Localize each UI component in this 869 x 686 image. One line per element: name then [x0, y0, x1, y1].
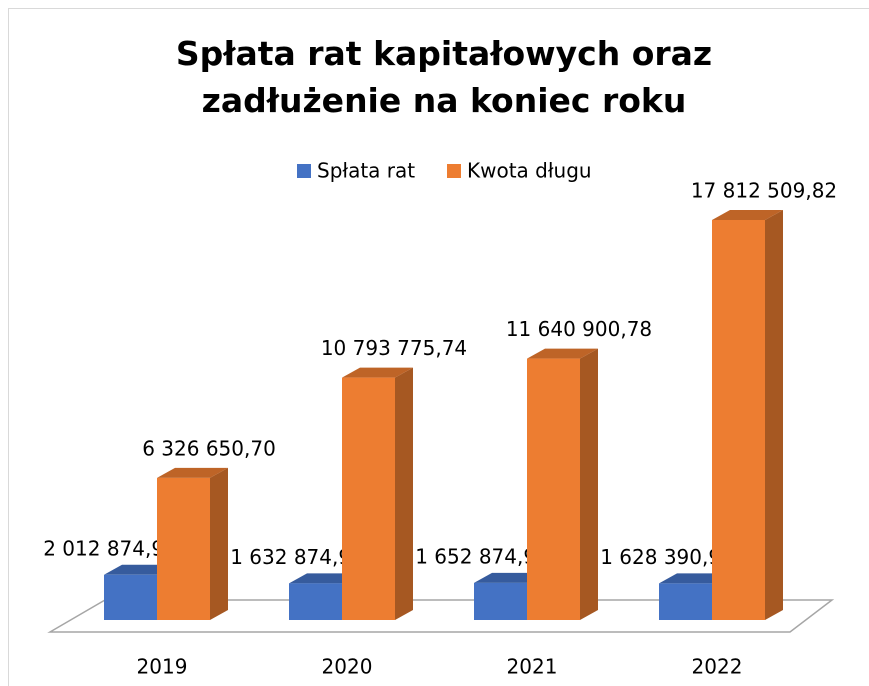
bar-face: [157, 477, 210, 620]
bar-face: [527, 348, 598, 359]
bar-face: [474, 582, 527, 620]
bar-face: [712, 210, 783, 220]
data-label: 10 793 775,74: [321, 336, 467, 360]
x-tick-label: 2019: [137, 655, 188, 679]
bar-face: [104, 574, 157, 620]
floor: [47, 599, 835, 633]
bar-face: [659, 583, 712, 620]
bar-face: [580, 348, 598, 620]
bar-face: [342, 377, 395, 620]
data-label: 6 326 650,70: [142, 436, 276, 460]
data-label: 1 632 874,96: [230, 545, 364, 569]
bar-face: [157, 467, 228, 478]
data-label: 2 012 874,96: [43, 536, 177, 560]
bar-face: [289, 583, 342, 620]
data-label: 11 640 900,78: [506, 317, 652, 341]
legend-label: Kwota długu: [467, 159, 592, 183]
bar-face: [342, 367, 413, 378]
bar: [712, 210, 783, 620]
data-label: 17 812 509,82: [691, 179, 837, 203]
bar: [527, 348, 598, 620]
legend-swatch: [447, 164, 461, 178]
x-tick-label: 2021: [507, 655, 558, 679]
bar: [157, 467, 228, 620]
chart-border: [8, 8, 869, 686]
legend-label: Spłata rat: [317, 159, 415, 183]
chart-title: Spłata rat kapitałowych oraz zadłużenie …: [175, 34, 713, 120]
data-label: 1 628 390,96: [600, 545, 734, 569]
bar-face: [210, 467, 228, 620]
bar-face: [395, 367, 413, 620]
bar-face: [527, 358, 580, 620]
bar-face: [765, 210, 783, 620]
legend-swatch: [297, 164, 311, 178]
bar: [342, 367, 413, 620]
data-label: 1 652 874,96: [415, 544, 549, 568]
x-tick-label: 2020: [322, 655, 373, 679]
x-tick-label: 2022: [692, 655, 743, 679]
bar-face: [712, 220, 765, 620]
